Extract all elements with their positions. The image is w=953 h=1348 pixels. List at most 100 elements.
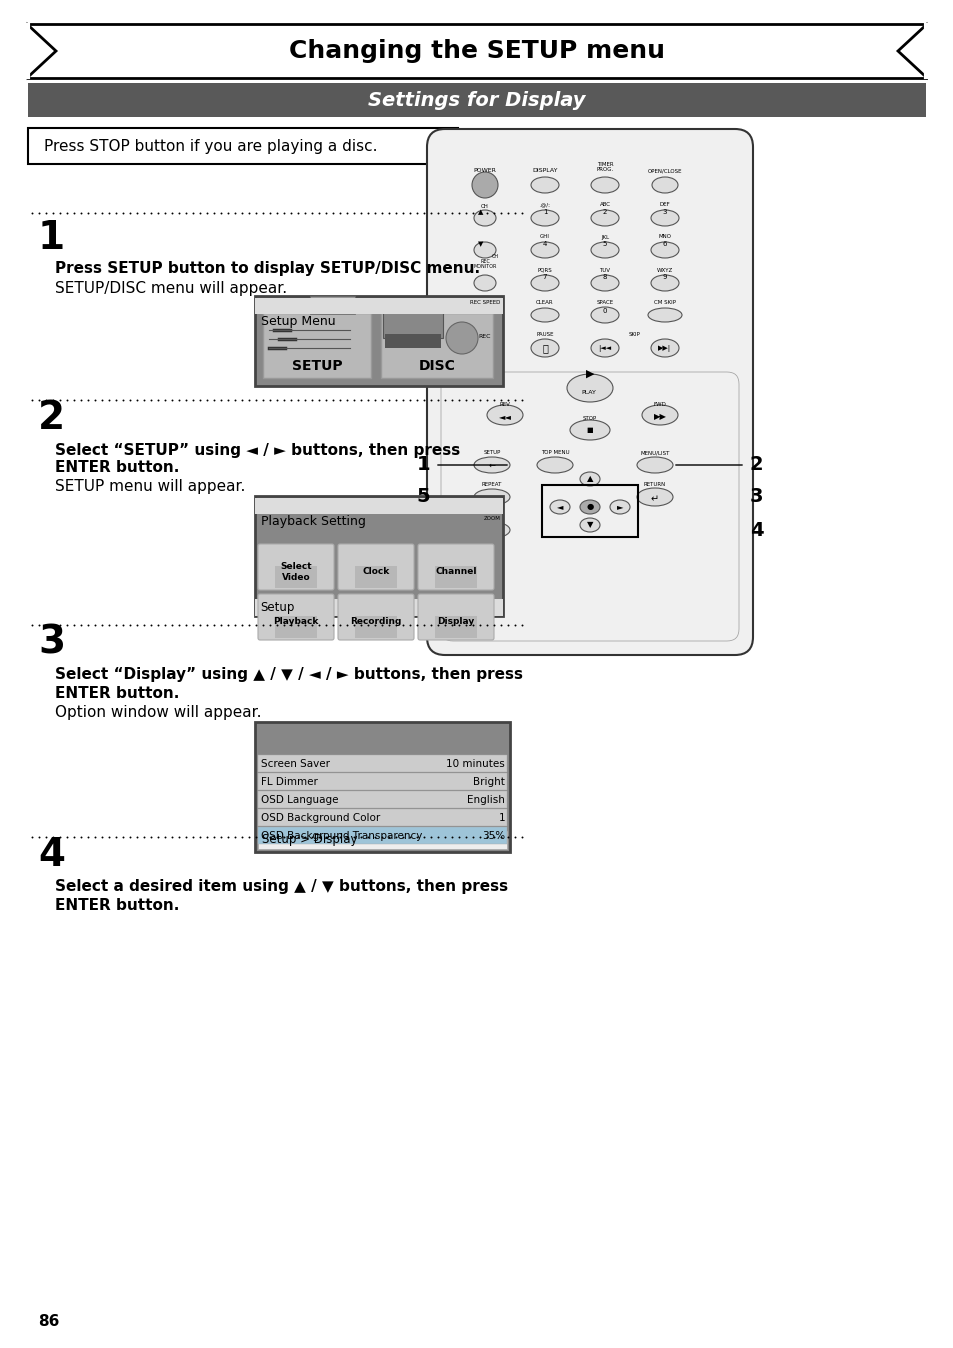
Text: ⏸: ⏸	[541, 342, 547, 353]
Text: Screen Saver: Screen Saver	[261, 759, 330, 768]
Ellipse shape	[609, 500, 629, 514]
FancyBboxPatch shape	[427, 129, 752, 655]
Text: ENTER button.: ENTER button.	[55, 899, 179, 914]
Text: Select a desired item using ▲ / ▼ buttons, then press: Select a desired item using ▲ / ▼ button…	[55, 879, 508, 895]
Ellipse shape	[537, 457, 573, 473]
Text: 2: 2	[602, 209, 606, 214]
Text: ◄: ◄	[557, 503, 562, 511]
Text: TIMER
PROG.: TIMER PROG.	[596, 162, 613, 173]
Text: ZOOM: ZOOM	[483, 515, 500, 520]
Text: PLAY: PLAY	[581, 391, 596, 395]
Bar	[254, 297, 502, 386]
Text: 9: 9	[662, 274, 666, 280]
Text: CLEAR: CLEAR	[536, 301, 554, 306]
Bar	[385, 334, 440, 348]
Ellipse shape	[531, 210, 558, 226]
Ellipse shape	[550, 500, 569, 514]
Text: Recording: Recording	[350, 617, 401, 627]
Bar	[28, 128, 457, 164]
Text: TOP MENU: TOP MENU	[540, 450, 569, 456]
Text: REC: REC	[478, 333, 491, 338]
Ellipse shape	[579, 500, 599, 514]
Bar	[274, 616, 316, 638]
Ellipse shape	[579, 518, 599, 532]
Text: Display: Display	[436, 617, 475, 627]
Text: 10 minutes: 10 minutes	[446, 759, 504, 768]
Bar	[257, 828, 506, 844]
Text: MENU/LIST: MENU/LIST	[639, 450, 669, 456]
Bar	[435, 566, 476, 588]
Bar	[382, 306, 442, 338]
Bar	[257, 772, 506, 790]
Text: RETURN: RETURN	[643, 483, 665, 488]
Ellipse shape	[569, 421, 609, 439]
Bar	[257, 791, 506, 807]
Ellipse shape	[474, 489, 510, 506]
Ellipse shape	[579, 472, 599, 487]
Text: ■: ■	[586, 427, 593, 433]
Text: FL Dimmer: FL Dimmer	[261, 776, 317, 787]
Text: Bright: Bright	[473, 776, 504, 787]
Text: FWD: FWD	[653, 402, 666, 407]
Text: ABC: ABC	[598, 202, 610, 208]
Ellipse shape	[531, 307, 558, 322]
Text: 3: 3	[662, 209, 666, 214]
Text: Channel: Channel	[435, 568, 476, 577]
Text: English: English	[467, 795, 504, 805]
Text: SETUP: SETUP	[483, 450, 500, 456]
Text: JKL: JKL	[600, 235, 608, 240]
Text: SETUP/DISC menu will appear.: SETUP/DISC menu will appear.	[55, 280, 287, 295]
FancyBboxPatch shape	[380, 313, 493, 377]
Ellipse shape	[650, 338, 679, 357]
Text: ▼: ▼	[477, 241, 483, 247]
Text: 5: 5	[602, 241, 606, 247]
Text: 1: 1	[38, 218, 65, 257]
Text: Option window will appear.: Option window will appear.	[55, 705, 261, 720]
Text: SETUP menu will appear.: SETUP menu will appear.	[55, 480, 245, 495]
Bar	[274, 566, 316, 588]
FancyBboxPatch shape	[417, 545, 494, 590]
Text: ◄◄: ◄◄	[498, 412, 511, 422]
Text: .@/:: .@/:	[539, 202, 550, 208]
Text: WXYZ: WXYZ	[657, 267, 673, 272]
Text: Clock: Clock	[362, 568, 389, 577]
Ellipse shape	[637, 488, 672, 506]
Text: REC
MONITOR: REC MONITOR	[473, 259, 497, 270]
Text: 1: 1	[416, 456, 430, 474]
Bar	[310, 297, 355, 314]
Bar	[28, 84, 925, 117]
Ellipse shape	[641, 404, 678, 425]
Text: ▲: ▲	[586, 474, 593, 484]
Text: TUV: TUV	[598, 267, 610, 272]
Text: ←: ←	[488, 461, 495, 469]
Text: 2: 2	[38, 399, 65, 437]
Text: CM SKIP: CM SKIP	[654, 301, 676, 306]
Ellipse shape	[590, 210, 618, 226]
Text: STOP: STOP	[582, 415, 597, 421]
Text: MNO: MNO	[658, 235, 671, 240]
Text: 3: 3	[749, 488, 762, 507]
Text: 4: 4	[749, 520, 762, 539]
Text: Setup > Display: Setup > Display	[262, 833, 357, 845]
Text: SKIP: SKIP	[628, 333, 640, 337]
Text: 86: 86	[38, 1314, 59, 1329]
Text: REV: REV	[499, 402, 510, 407]
Text: Playback Setting: Playback Setting	[261, 515, 366, 527]
Bar	[355, 566, 396, 588]
Text: Press STOP button if you are playing a disc.: Press STOP button if you are playing a d…	[44, 139, 377, 155]
Text: OSD Background Transparency: OSD Background Transparency	[261, 830, 422, 841]
Text: SETUP: SETUP	[292, 359, 342, 373]
Ellipse shape	[531, 338, 558, 357]
Text: 2: 2	[749, 456, 762, 474]
Bar	[355, 616, 396, 638]
Text: ►: ►	[616, 503, 622, 511]
Bar	[257, 755, 506, 772]
FancyBboxPatch shape	[337, 545, 414, 590]
Text: Settings for Display: Settings for Display	[368, 90, 585, 109]
Text: PAUSE: PAUSE	[536, 333, 553, 337]
Text: 1: 1	[497, 813, 504, 824]
Ellipse shape	[531, 243, 558, 257]
Text: ▶▶: ▶▶	[653, 412, 666, 422]
Text: 4: 4	[542, 241, 547, 247]
Ellipse shape	[590, 275, 618, 291]
